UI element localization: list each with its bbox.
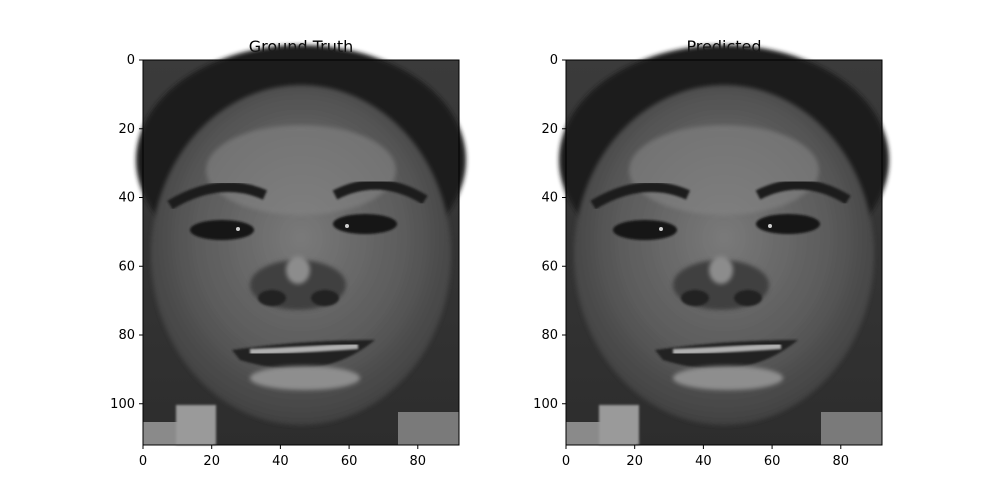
y-tick-label: 40 bbox=[541, 191, 558, 206]
y-tick-label: 0 bbox=[550, 53, 558, 68]
grayscale-face-image bbox=[136, 45, 466, 445]
grayscale-face-image bbox=[559, 45, 889, 445]
axes-frame bbox=[142, 59, 460, 446]
y-tick-label: 60 bbox=[541, 259, 558, 274]
x-axis: 0 20 40 60 80 bbox=[139, 445, 426, 469]
x-tick-label: 40 bbox=[272, 454, 289, 469]
y-tick-label: 80 bbox=[118, 328, 135, 343]
y-tick-label: 100 bbox=[110, 397, 135, 412]
x-tick-label: 80 bbox=[410, 454, 427, 469]
x-tick-label: 20 bbox=[203, 454, 220, 469]
y-axis: 0 20 40 60 80 100 bbox=[110, 53, 143, 412]
y-tick-label: 100 bbox=[533, 397, 558, 412]
x-tick-label: 0 bbox=[139, 454, 147, 469]
y-tick-label: 0 bbox=[127, 53, 135, 68]
y-tick-label: 20 bbox=[118, 122, 135, 137]
x-tick-label: 80 bbox=[833, 454, 850, 469]
y-tick-label: 60 bbox=[118, 259, 135, 274]
y-axis: 0 20 40 60 80 100 bbox=[533, 53, 566, 412]
x-axis: 0 20 40 60 80 bbox=[562, 445, 849, 469]
x-tick-label: 60 bbox=[764, 454, 781, 469]
x-tick-label: 60 bbox=[341, 454, 358, 469]
axes-frame bbox=[565, 59, 883, 446]
y-tick-label: 80 bbox=[541, 328, 558, 343]
x-tick-label: 40 bbox=[695, 454, 712, 469]
x-tick-label: 20 bbox=[626, 454, 643, 469]
y-tick-label: 20 bbox=[541, 122, 558, 137]
x-tick-label: 0 bbox=[562, 454, 570, 469]
y-tick-label: 40 bbox=[118, 191, 135, 206]
panel-ground-truth: Ground Truth bbox=[110, 37, 466, 469]
